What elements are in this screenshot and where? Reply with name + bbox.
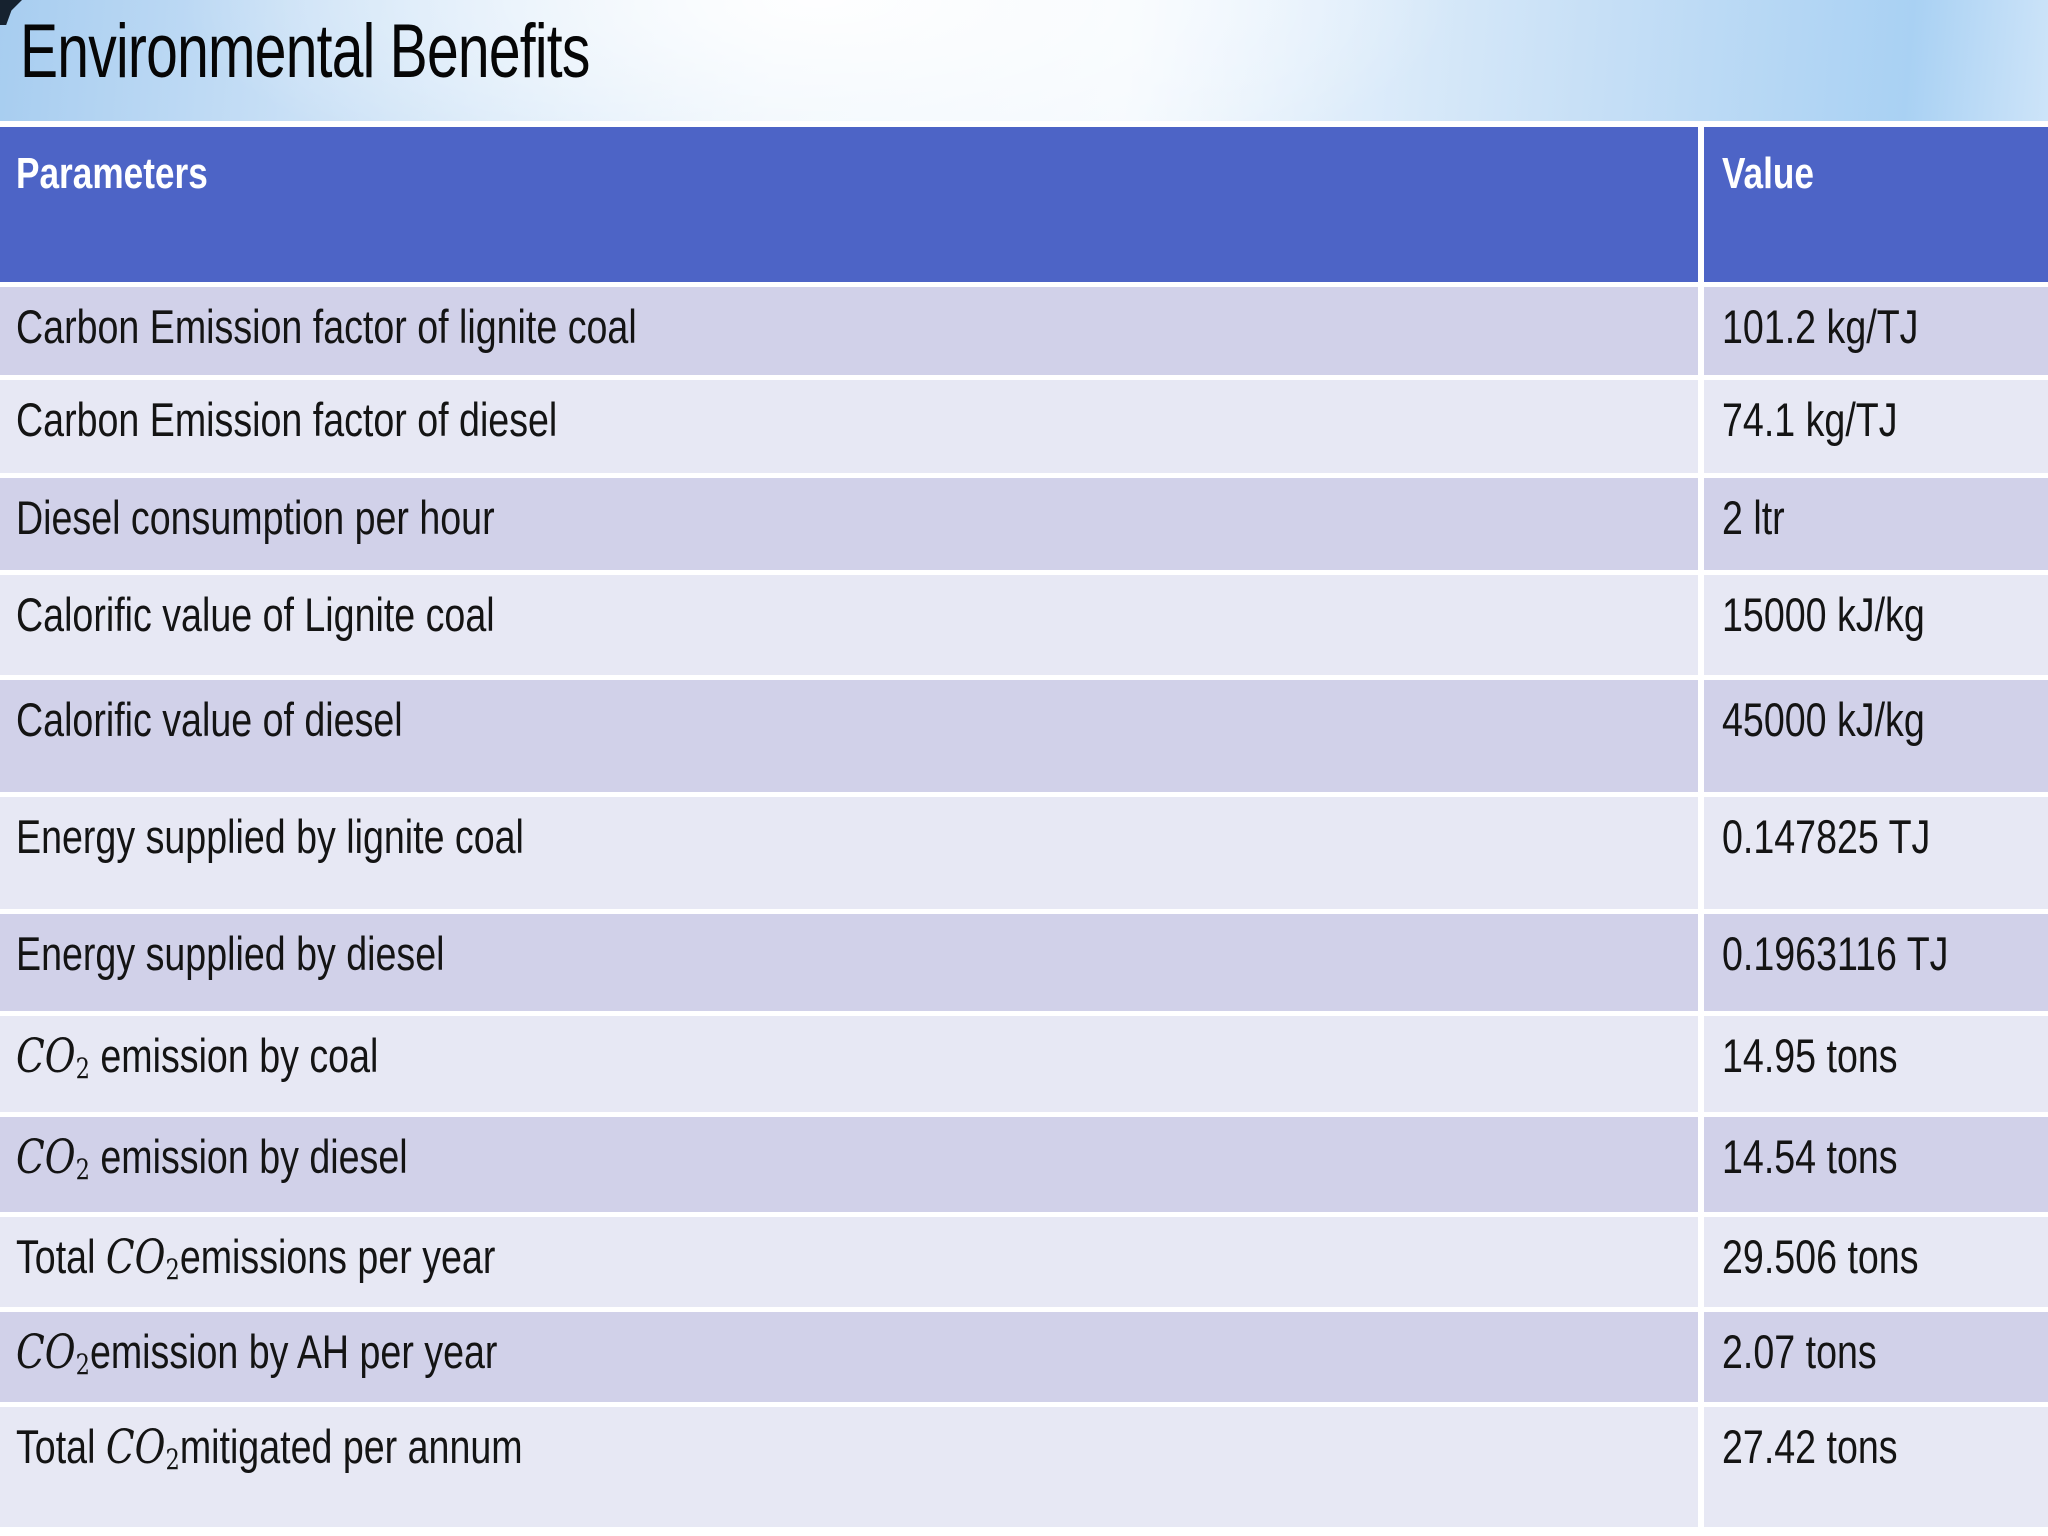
value-label: 2 ltr: [1722, 491, 1785, 544]
parameter-cell: Total CO2mitigated per annum: [0, 1407, 1698, 1527]
value-header-label: Value: [1722, 149, 1814, 198]
table-row: Total CO2emissions per year 29.506 tons: [0, 1217, 2048, 1307]
parameter-cell: Calorific value of Lignite coal: [0, 575, 1698, 675]
parameter-cell: Energy supplied by diesel: [0, 914, 1698, 1011]
parameter-label: Carbon Emission factor of diesel: [16, 393, 558, 446]
value-cell: 0.1963116 TJ: [1704, 914, 2048, 1011]
table-row: Energy supplied by lignite coal 0.147825…: [0, 797, 2048, 909]
parameter-label: Total CO2emissions per year: [16, 1230, 496, 1287]
value-label: 2.07 tons: [1722, 1325, 1877, 1378]
parameter-label: Diesel consumption per hour: [16, 491, 495, 544]
parameter-cell: Carbon Emission factor of diesel: [0, 380, 1698, 473]
parameter-label: Energy supplied by diesel: [16, 927, 445, 980]
parameter-label: Carbon Emission factor of lignite coal: [16, 300, 637, 353]
table-row: Calorific value of diesel 45000 kJ/kg: [0, 680, 2048, 792]
table-row: CO2emission by AH per year 2.07 tons: [0, 1312, 2048, 1402]
value-label: 0.1963116 TJ: [1722, 927, 1949, 980]
header-cell-value: Value: [1704, 127, 2048, 282]
value-cell: 15000 kJ/kg: [1704, 575, 2048, 675]
value-cell: 14.54 tons: [1704, 1117, 2048, 1212]
parameter-cell: CO2 emission by coal: [0, 1016, 1698, 1112]
value-label: 15000 kJ/kg: [1722, 588, 1925, 641]
parameter-cell: CO2 emission by diesel: [0, 1117, 1698, 1212]
parameter-label: Calorific value of Lignite coal: [16, 588, 495, 641]
parameter-cell: Energy supplied by lignite coal: [0, 797, 1698, 909]
value-cell: 2.07 tons: [1704, 1312, 2048, 1402]
value-cell: 14.95 tons: [1704, 1016, 2048, 1112]
data-table: Parameters Value Carbon Emission factor …: [0, 127, 2048, 1532]
table-row: Diesel consumption per hour 2 ltr: [0, 478, 2048, 570]
parameter-label: CO2 emission by coal: [16, 1029, 379, 1086]
table-row: Carbon Emission factor of diesel 74.1 kg…: [0, 380, 2048, 473]
value-cell: 45000 kJ/kg: [1704, 680, 2048, 792]
table-row: Calorific value of Lignite coal 15000 kJ…: [0, 575, 2048, 675]
value-label: 74.1 kg/TJ: [1722, 393, 1898, 446]
parameter-cell: CO2emission by AH per year: [0, 1312, 1698, 1402]
header-cell-parameters: Parameters: [0, 127, 1698, 282]
table-row: Energy supplied by diesel 0.1963116 TJ: [0, 914, 2048, 1011]
parameter-label: Energy supplied by lignite coal: [16, 810, 524, 863]
parameters-header-label: Parameters: [16, 149, 208, 198]
page-title-text: Environmental Benefits: [20, 9, 590, 94]
value-label: 27.42 tons: [1722, 1420, 1898, 1473]
value-label: 14.95 tons: [1722, 1029, 1898, 1082]
table-row: CO2 emission by diesel 14.54 tons: [0, 1117, 2048, 1212]
parameter-label: CO2 emission by diesel: [16, 1130, 408, 1187]
table-row: Carbon Emission factor of lignite coal 1…: [0, 287, 2048, 375]
value-label: 29.506 tons: [1722, 1230, 1919, 1283]
parameter-cell: Total CO2emissions per year: [0, 1217, 1698, 1307]
value-cell: 101.2 kg/TJ: [1704, 287, 2048, 375]
value-cell: 27.42 tons: [1704, 1407, 2048, 1527]
table-body: Carbon Emission factor of lignite coal 1…: [0, 287, 2048, 1527]
table-row: Total CO2mitigated per annum 27.42 tons: [0, 1407, 2048, 1527]
parameter-label: Total CO2mitigated per annum: [16, 1420, 523, 1477]
value-cell: 0.147825 TJ: [1704, 797, 2048, 909]
value-cell: 74.1 kg/TJ: [1704, 380, 2048, 473]
value-cell: 29.506 tons: [1704, 1217, 2048, 1307]
parameter-label: Calorific value of diesel: [16, 693, 403, 746]
table-row: CO2 emission by coal 14.95 tons: [0, 1016, 2048, 1112]
value-label: 45000 kJ/kg: [1722, 693, 1925, 746]
parameter-cell: Diesel consumption per hour: [0, 478, 1698, 570]
value-cell: 2 ltr: [1704, 478, 2048, 570]
parameter-cell: Calorific value of diesel: [0, 680, 1698, 792]
page-title: Environmental Benefits: [0, 0, 2048, 95]
table-header-row: Parameters Value: [0, 127, 2048, 282]
title-bar: Environmental Benefits: [0, 0, 2048, 121]
parameter-label: CO2emission by AH per year: [16, 1325, 498, 1382]
parameter-cell: Carbon Emission factor of lignite coal: [0, 287, 1698, 375]
value-label: 0.147825 TJ: [1722, 810, 1931, 863]
value-label: 101.2 kg/TJ: [1722, 300, 1919, 353]
value-label: 14.54 tons: [1722, 1130, 1898, 1183]
